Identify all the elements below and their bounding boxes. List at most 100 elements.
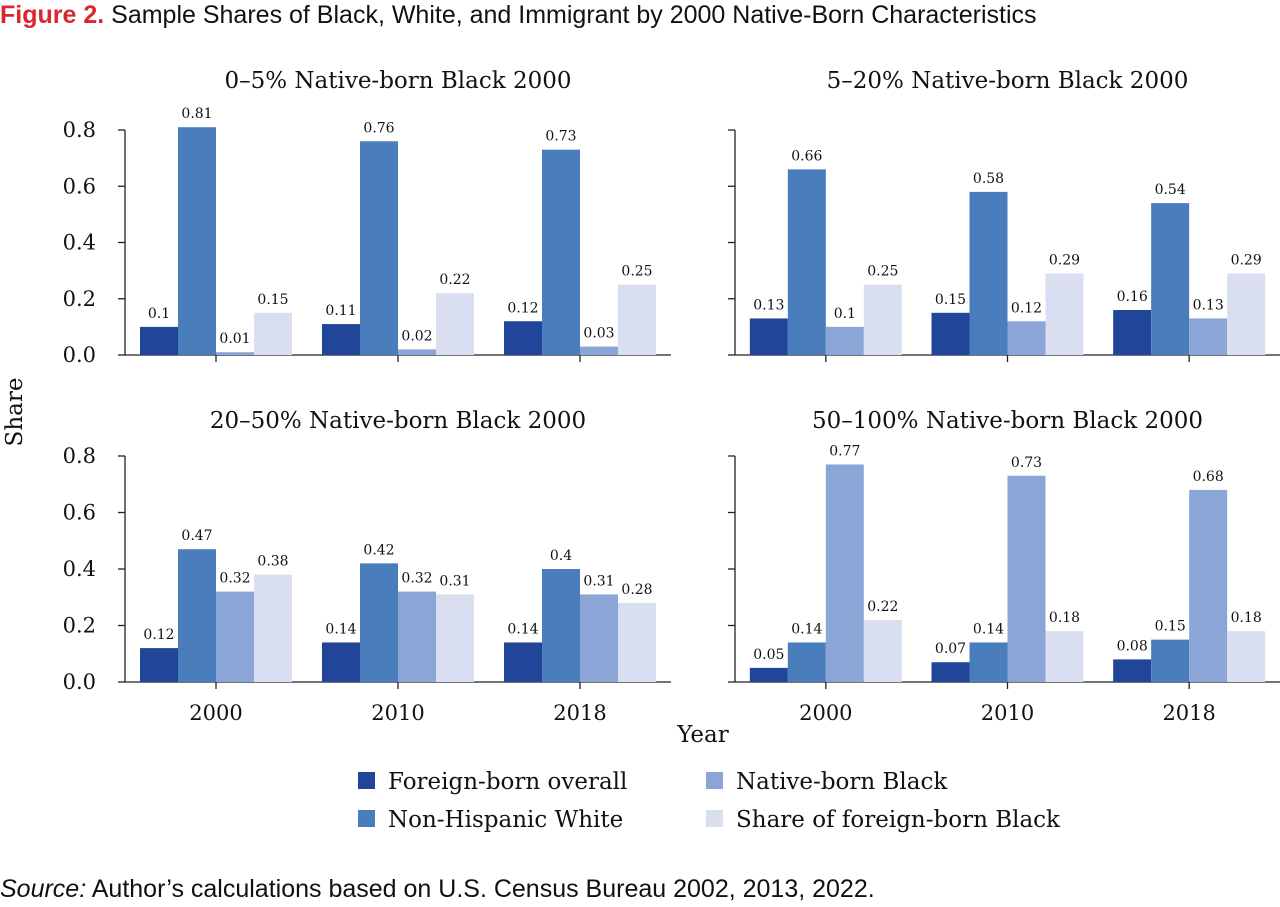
data-label: 0.12 — [1011, 300, 1042, 316]
bar — [504, 321, 542, 355]
bar — [504, 642, 542, 682]
y-tick-label: 0.6 — [63, 501, 96, 525]
bar — [254, 574, 292, 682]
data-label: 0.38 — [257, 554, 288, 570]
data-label: 0.15 — [935, 292, 966, 308]
data-label: 0.22 — [439, 272, 470, 288]
data-label: 0.05 — [753, 647, 784, 663]
bar — [216, 591, 254, 682]
bar — [969, 642, 1008, 682]
bar — [1113, 659, 1152, 682]
data-label: 0.07 — [935, 641, 966, 657]
data-label: 0.14 — [507, 621, 538, 637]
bar — [398, 591, 436, 682]
data-label: 0.29 — [1049, 252, 1080, 268]
data-label: 0.77 — [829, 443, 860, 459]
x-tick-label: 2018 — [1162, 701, 1215, 725]
bar — [542, 149, 580, 355]
y-tick-label: 0.0 — [63, 670, 96, 694]
bar — [749, 318, 788, 355]
bar — [178, 549, 216, 682]
figure-title: Figure 2. Sample Shares of Black, White,… — [0, 0, 1280, 30]
data-label: 0.02 — [401, 328, 432, 344]
panel-title: 20–50% Native-born Black 2000 — [210, 408, 586, 434]
bar — [1007, 475, 1046, 682]
x-tick-label: 2010 — [371, 701, 424, 725]
bar — [1151, 203, 1190, 355]
bar — [1227, 631, 1266, 682]
data-label: 0.58 — [973, 171, 1004, 187]
legend-swatch — [706, 810, 723, 827]
y-tick-label: 0.8 — [63, 118, 96, 142]
bar — [436, 594, 474, 682]
data-label: 0.1 — [148, 306, 170, 322]
data-label: 0.68 — [1193, 469, 1224, 485]
bar-chart: 0–5% Native-born Black 2000 0.0 0.2 0.4 0.6 0… — [2, 68, 1280, 833]
bar — [360, 141, 398, 355]
data-label: 0.14 — [973, 621, 1004, 637]
y-tick-label: 0.0 — [63, 343, 96, 367]
legend-swatch — [358, 772, 375, 789]
y-tick-label: 0.4 — [63, 231, 96, 255]
bar — [749, 667, 788, 682]
bar — [787, 169, 826, 355]
bar — [436, 293, 474, 355]
bar — [542, 569, 580, 682]
bar — [931, 662, 970, 682]
y-tick-label: 0.4 — [63, 557, 96, 581]
source-label: Source: — [0, 875, 87, 903]
data-label: 0.14 — [325, 621, 356, 637]
bar — [216, 352, 254, 355]
data-label: 0.18 — [1049, 610, 1080, 626]
bar — [254, 312, 292, 355]
bar — [969, 191, 1008, 355]
data-label: 0.73 — [545, 129, 576, 145]
legend-swatch — [706, 772, 723, 789]
data-label: 0.22 — [867, 599, 898, 615]
bar — [618, 284, 656, 355]
bar — [787, 642, 826, 682]
data-label: 0.11 — [325, 303, 356, 319]
data-label: 0.25 — [867, 264, 898, 280]
legend-label: Native-born Black — [736, 769, 948, 795]
data-label: 0.15 — [1155, 619, 1186, 635]
legend-label: Foreign-born overall — [388, 769, 627, 795]
bar — [322, 324, 360, 355]
bar — [1045, 631, 1084, 682]
data-label: 0.13 — [753, 297, 784, 313]
bar — [931, 312, 970, 355]
source-text: Author’s calculations based on U.S. Cens… — [91, 875, 875, 903]
panel-title: 50–100% Native-born Black 2000 — [812, 408, 1203, 434]
legend-label: Non-Hispanic White — [388, 807, 623, 833]
x-tick-label: 2018 — [553, 701, 606, 725]
bar — [1045, 273, 1084, 355]
bar — [863, 284, 902, 355]
data-label: 0.31 — [439, 573, 470, 589]
figure-label: Figure 2. — [0, 1, 105, 29]
bar — [1007, 321, 1046, 355]
bar — [140, 326, 178, 355]
data-label: 0.66 — [791, 148, 822, 164]
data-label: 0.42 — [363, 542, 394, 558]
bar — [178, 127, 216, 355]
data-label: 0.28 — [621, 582, 652, 598]
data-label: 0.76 — [363, 120, 394, 136]
data-label: 0.1 — [834, 306, 856, 322]
y-tick-label: 0.2 — [63, 614, 96, 638]
data-label: 0.12 — [143, 627, 174, 643]
legend-label: Share of foreign-born Black — [736, 807, 1061, 833]
data-label: 0.32 — [219, 571, 250, 587]
x-tick-label: 2000 — [799, 701, 852, 725]
data-label: 0.4 — [550, 548, 572, 564]
data-label: 0.13 — [1193, 297, 1224, 313]
bar — [1227, 273, 1266, 355]
bar — [580, 346, 618, 355]
bar — [863, 619, 902, 682]
data-label: 0.47 — [181, 528, 212, 544]
data-label: 0.18 — [1231, 610, 1262, 626]
data-label: 0.73 — [1011, 455, 1042, 471]
x-tick-label: 2000 — [189, 701, 242, 725]
y-tick-label: 0.8 — [63, 444, 96, 468]
data-label: 0.14 — [791, 621, 822, 637]
panel-title: 0–5% Native-born Black 2000 — [224, 68, 571, 94]
